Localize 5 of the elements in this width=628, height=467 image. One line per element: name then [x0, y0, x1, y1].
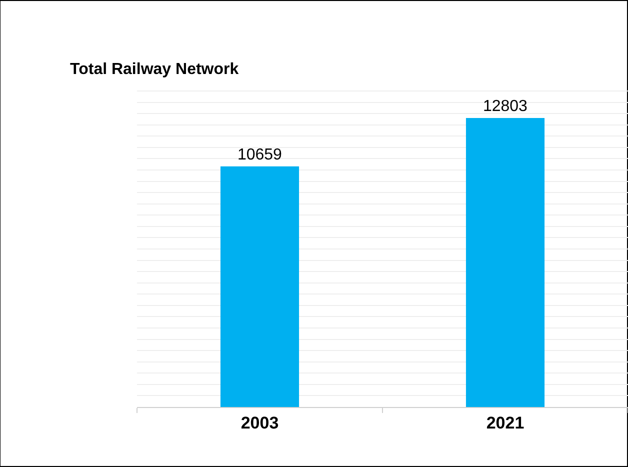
data-label: 10659 [237, 146, 282, 164]
x-tick-label: 2003 [240, 413, 279, 432]
x-tick-label: 2021 [486, 413, 524, 432]
data-label: 12803 [482, 98, 528, 115]
chart-title: Total Railway Network [70, 61, 239, 78]
